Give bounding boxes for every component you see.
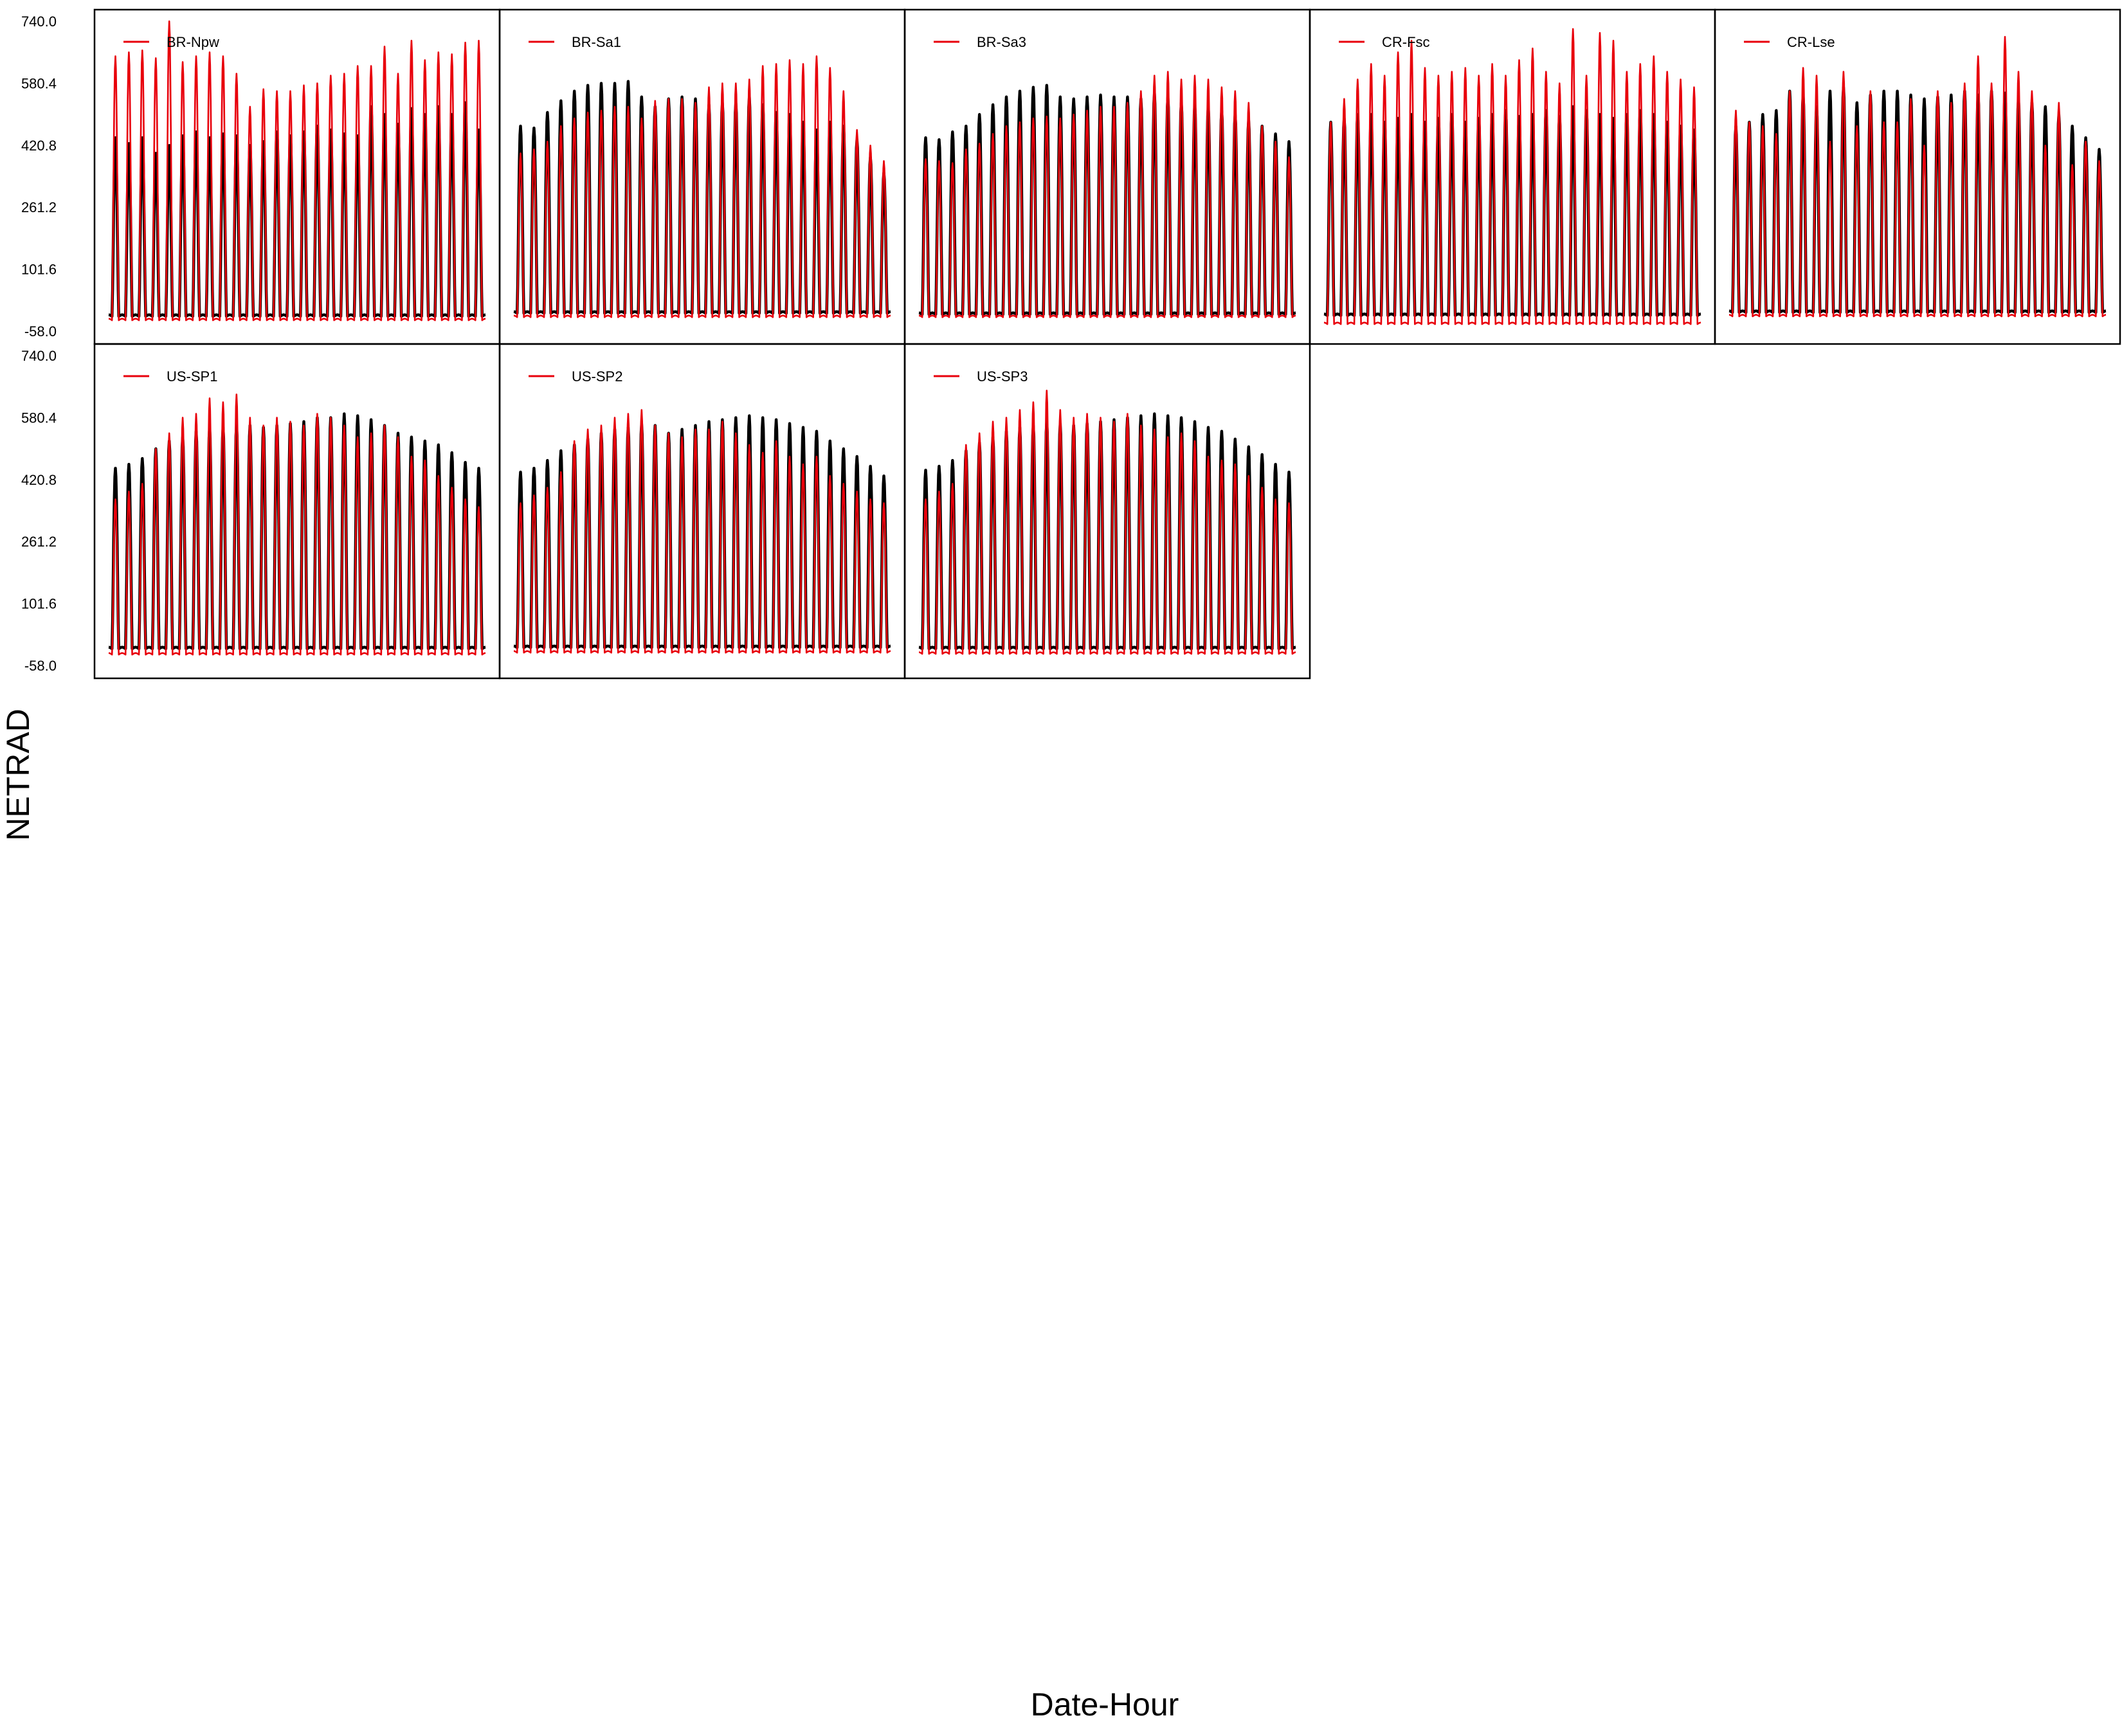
y-tick-label: 261.2 <box>21 199 57 215</box>
y-tick-label: 580.4 <box>21 410 57 426</box>
panel-frame <box>1714 8 2121 345</box>
modeled-series-line <box>108 20 486 321</box>
modeled-series-line <box>513 409 891 654</box>
legend-label: BR-Sa1 <box>572 34 621 50</box>
modeled-series-line <box>1323 28 1701 325</box>
y-tick-label: 580.4 <box>21 75 57 91</box>
modeled-series-line <box>918 390 1296 655</box>
panel-legend: CR-Lse <box>1744 34 1835 50</box>
panel-us-sp3: US-SP3 <box>903 343 1311 680</box>
panel-legend: BR-Sa3 <box>934 34 1026 50</box>
y-tick-label: 101.6 <box>21 596 57 612</box>
legend-label: US-SP3 <box>977 368 1028 384</box>
x-axis-title: Date-Hour <box>1031 1686 1179 1722</box>
panel-legend: US-SP3 <box>934 368 1028 384</box>
panel-br-npw: 740.0 580.4 420.8 261.2 101.6 -58.0 BR-Npw <box>21 8 501 345</box>
panel-legend: CR-Fsc <box>1339 34 1430 50</box>
panels-layer: 740.0 580.4 420.8 261.2 101.6 -58.0 BR-Npw BR-S… <box>21 8 2121 680</box>
y-tick-label: 261.2 <box>21 534 57 550</box>
y-tick-label: 420.8 <box>21 138 57 154</box>
y-axis-title: NETRAD <box>0 709 36 841</box>
panel-legend: US-SP2 <box>529 368 622 384</box>
panel-legend: BR-Npw <box>123 34 219 50</box>
legend-label: US-SP2 <box>572 368 622 384</box>
y-tick-label: 420.8 <box>21 472 57 488</box>
y-tick-label: -58.0 <box>24 658 57 674</box>
panel-frame <box>903 343 1311 680</box>
y-tick-label: 101.6 <box>21 262 57 278</box>
panel-cr-lse: CR-Lse <box>1714 8 2121 345</box>
panel-legend: US-SP1 <box>123 368 217 384</box>
legend-label: CR-Lse <box>1787 34 1835 50</box>
modeled-series-line <box>918 71 1296 318</box>
modeled-series-line <box>1728 35 2107 318</box>
legend-label: CR-Fsc <box>1382 34 1430 50</box>
legend-label: BR-Sa3 <box>977 34 1026 50</box>
panel-legend: BR-Sa1 <box>529 34 621 50</box>
y-tick-label: 740.0 <box>21 14 57 30</box>
legend-label: BR-Npw <box>167 34 219 50</box>
legend-label: US-SP1 <box>167 368 217 384</box>
modeled-series-line <box>108 393 486 656</box>
y-tick-label: -58.0 <box>24 323 57 339</box>
modeled-series-line <box>513 55 891 318</box>
y-tick-label: 740.0 <box>21 348 57 364</box>
